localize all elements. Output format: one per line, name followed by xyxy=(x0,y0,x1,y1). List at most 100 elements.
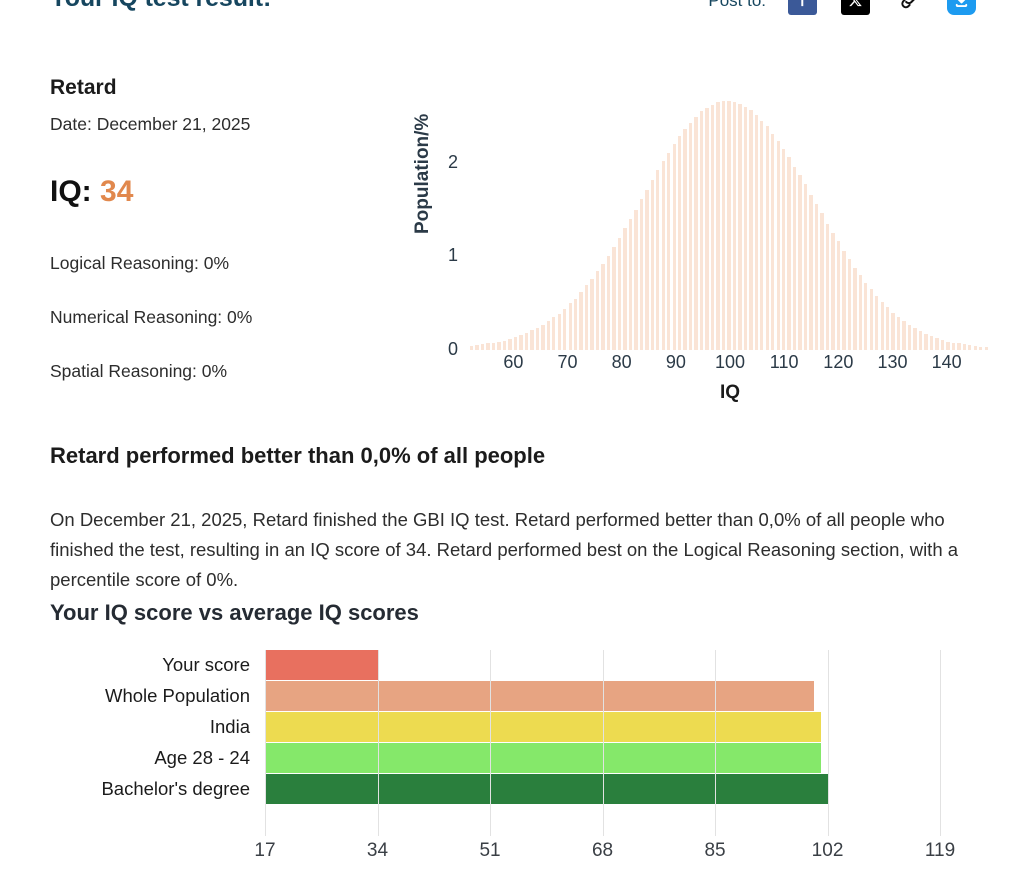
bell-curve-bar xyxy=(552,317,556,350)
comparison-chart: Your score Whole Population India Age 28 - … xyxy=(0,650,1031,887)
comparison-x-tick: 51 xyxy=(479,840,501,861)
comparison-x-tick: 102 xyxy=(811,840,844,861)
bell-curve-bar xyxy=(760,120,764,350)
bell-curve-bar xyxy=(727,101,731,350)
bell-curve-bar xyxy=(924,334,928,350)
social-icon-row xyxy=(788,0,976,15)
bell-curve-bar xyxy=(634,209,638,350)
bell-y-tick: 1 xyxy=(447,245,458,266)
subscore-logical: Logical Reasoning: 0% xyxy=(50,253,230,273)
bell-curve-bar xyxy=(957,343,961,350)
copy-link-icon[interactable] xyxy=(894,0,923,15)
comparison-category-label: Your score xyxy=(162,654,250,675)
bell-curve-bar xyxy=(579,292,583,350)
bell-curve-bar xyxy=(491,342,496,350)
bell-curve-bar xyxy=(787,157,791,350)
bell-curve-bar xyxy=(595,271,600,350)
bell-curve-bar xyxy=(584,285,589,350)
subscore-numerical: Numerical Reasoning: 0% xyxy=(50,307,253,327)
bell-curve-bar xyxy=(864,282,868,350)
bell-x-tick: 130 xyxy=(877,352,908,372)
result-header: Your IQ test result: Post to: xyxy=(0,0,1031,26)
comparison-x-tick: 68 xyxy=(591,840,614,861)
bell-curve-bar xyxy=(891,312,895,350)
bell-curve-bar xyxy=(470,346,474,350)
bell-curve-bar xyxy=(486,343,490,350)
comparison-gridline xyxy=(377,650,379,836)
bell-curve-bar xyxy=(623,228,627,350)
bell-curve-bars xyxy=(470,88,990,350)
bell-y-axis-label: Population/% xyxy=(412,113,433,234)
comparison-gridline xyxy=(602,650,604,836)
bell-x-axis-label: IQ xyxy=(719,382,741,403)
bell-curve-bar xyxy=(519,335,523,350)
bell-curve-bar xyxy=(667,152,671,350)
bell-curve-bar xyxy=(907,324,912,350)
bell-curve-bar xyxy=(606,255,611,350)
bell-curve-bar xyxy=(541,324,545,350)
bell-curve-bar xyxy=(979,347,983,350)
bell-y-tick: 0 xyxy=(447,339,458,359)
bell-curve-bar xyxy=(721,101,726,350)
comparison-x-tick: 85 xyxy=(704,840,726,861)
comparison-category-labels: Your score Whole Population India Age 28 - … xyxy=(0,650,258,805)
bell-curve-bar xyxy=(858,275,863,350)
bell-curve-bar xyxy=(880,302,884,350)
bell-curve-bar xyxy=(929,335,934,350)
bell-curve-bar xyxy=(601,263,605,350)
bell-curve-bar xyxy=(688,122,693,350)
iq-label: IQ: xyxy=(50,175,92,208)
bell-curve-bar xyxy=(962,344,967,350)
bell-curve-bar xyxy=(617,237,622,350)
comparison-bar xyxy=(265,774,828,804)
bell-curve-bar xyxy=(940,339,945,350)
bell-curve-bar xyxy=(984,347,988,350)
bell-curve-bar xyxy=(896,317,901,350)
bell-curve-bar xyxy=(743,106,748,350)
comparison-category-label: Whole Population xyxy=(104,685,250,706)
bell-curve-bar xyxy=(574,298,578,350)
bell-curve-bar xyxy=(480,344,485,350)
bell-curve-bar xyxy=(776,141,780,350)
bell-curve-bar xyxy=(738,103,742,350)
comparison-bar xyxy=(265,650,378,680)
bell-curve-bar xyxy=(771,133,775,350)
bell-curve-bar xyxy=(683,129,687,350)
comparison-gridline xyxy=(490,650,492,836)
comparison-bar xyxy=(265,681,815,711)
bell-curve-bar xyxy=(792,166,797,350)
bell-x-tick: 140 xyxy=(931,352,962,372)
iq-distribution-chart: Population/% 0 1 2 60 70 80 90 100 110 120 130 140… xyxy=(412,88,1000,408)
bell-curve-bar xyxy=(645,190,649,350)
candidate-name: Retard xyxy=(50,76,117,99)
bell-curve-bar xyxy=(886,306,890,350)
bell-curve-bar xyxy=(968,345,972,350)
bell-x-tick: 60 xyxy=(503,352,524,372)
comparison-category-label: India xyxy=(209,716,250,737)
test-date: Date: December 21, 2025 xyxy=(50,114,251,134)
comparison-gridline xyxy=(715,650,717,836)
comparison-gridline xyxy=(265,650,266,836)
comparison-x-axis-ticks: 17 34 51 68 85 102 119 xyxy=(254,840,993,870)
bell-curve-bar xyxy=(530,330,534,350)
bell-x-tick: 110 xyxy=(769,352,799,372)
bell-x-tick: 100 xyxy=(714,352,746,372)
bell-y-tick: 2 xyxy=(447,151,458,172)
bell-curve-bar xyxy=(803,184,808,350)
bell-curve-bar xyxy=(656,170,660,350)
facebook-share-icon[interactable] xyxy=(788,0,817,15)
bell-curve-bar xyxy=(749,110,753,350)
iq-score-block: IQ: 34 xyxy=(50,175,410,209)
bell-curve-bar xyxy=(710,104,715,350)
bell-curve-bar xyxy=(639,199,644,350)
performance-paragraph: On December 21, 2025, Retard finished th… xyxy=(50,509,959,590)
bell-curve-bar xyxy=(513,336,518,350)
bell-curve-bar xyxy=(732,102,737,350)
bell-curve-bar xyxy=(628,219,633,350)
download-icon[interactable] xyxy=(947,0,976,15)
bell-curve-bar xyxy=(809,194,813,350)
comparison-gridline xyxy=(827,650,829,836)
x-twitter-share-icon[interactable] xyxy=(841,0,870,15)
bell-curve-bar xyxy=(546,321,551,350)
comparison-gridline xyxy=(940,650,942,836)
